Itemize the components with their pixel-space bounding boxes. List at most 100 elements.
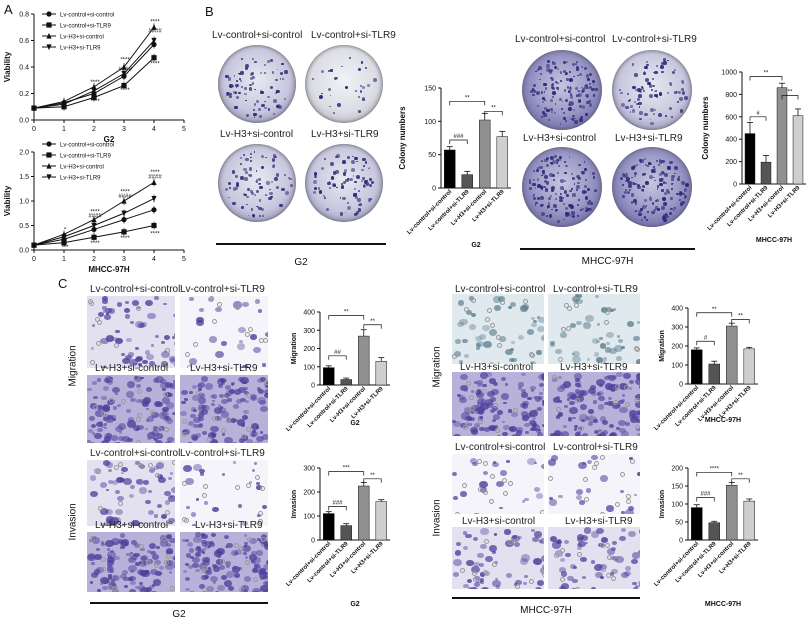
bar bbox=[743, 348, 755, 385]
transwell-image bbox=[87, 532, 175, 592]
chart-title: MHCC-97H bbox=[705, 417, 741, 424]
x-tick-label: 2 bbox=[92, 256, 96, 263]
photo-label: Lv-control+si-TLR9 bbox=[553, 442, 638, 453]
cell-line-label: G2 bbox=[294, 257, 308, 268]
panel-letter-b: B bbox=[205, 4, 214, 19]
colony-plate-image bbox=[522, 147, 602, 227]
y-tick-label: 200 bbox=[303, 490, 315, 497]
group-underline bbox=[90, 602, 268, 604]
photo-label: Lv-H3+si-TLR9 bbox=[311, 129, 379, 140]
significance-bracket bbox=[328, 506, 347, 511]
y-tick-label: 1000 bbox=[721, 70, 737, 77]
y-tick-label: 300 bbox=[303, 328, 315, 335]
bar bbox=[726, 485, 738, 541]
bar bbox=[358, 485, 370, 541]
y-tick-label: 0.0 bbox=[19, 248, 29, 255]
significance-label: *** bbox=[61, 245, 69, 251]
significance-label: *** bbox=[343, 466, 351, 472]
x-tick-label: 1 bbox=[62, 126, 66, 133]
bar bbox=[323, 513, 335, 541]
bar bbox=[444, 149, 456, 189]
group-underline bbox=[452, 597, 640, 599]
legend-marker bbox=[46, 152, 52, 158]
significance-label: **** bbox=[150, 231, 160, 237]
bar bbox=[792, 115, 804, 185]
category-label: Lv-H3+si-TLR9 bbox=[719, 385, 754, 420]
significance-label: #### bbox=[118, 67, 132, 73]
significance-bracket bbox=[696, 340, 715, 346]
photo-label: Lv-control+si-control bbox=[515, 34, 606, 45]
migration-chart-g2: 0100200300400MigrationLv-control+si-cont… bbox=[285, 310, 390, 433]
y-tick-label: 0 bbox=[679, 382, 683, 389]
y-tick-label: 600 bbox=[725, 114, 737, 121]
category-label: Lv-H3+si-TLR9 bbox=[351, 541, 386, 576]
x-tick-label: 1 bbox=[62, 256, 66, 263]
photo-label: Lv-H3+si-TLR9 bbox=[560, 362, 628, 373]
invasion-side-label: Invasion bbox=[431, 499, 443, 537]
y-tick-label: 0.4 bbox=[19, 65, 29, 72]
significance-bracket bbox=[749, 116, 767, 121]
y-axis-label: Colony numbers bbox=[701, 96, 710, 160]
significance-label: # bbox=[704, 335, 708, 341]
legend-label: Lv-H3+si-TLR9 bbox=[60, 46, 101, 52]
colony-plate-image bbox=[612, 147, 692, 227]
viability-chart-mhcc: 0.00.51.01.52.00 1 2 3 4 5ViabilityMHCC-97H**… bbox=[3, 141, 186, 274]
significance-label: **** bbox=[150, 170, 160, 176]
significance-bracket bbox=[363, 478, 382, 483]
photo-label: Lv-H3+si-TLR9 bbox=[190, 363, 258, 374]
bar bbox=[340, 379, 352, 386]
bar bbox=[340, 525, 352, 541]
photo-label: Lv-H3+si-TLR9 bbox=[195, 520, 263, 531]
y-tick-label: 300 bbox=[303, 466, 315, 473]
bar bbox=[691, 507, 703, 541]
migration-side-label: Migration bbox=[67, 345, 79, 387]
colony-plate-image bbox=[305, 45, 383, 123]
photo-label: Lv-control+si-TLR9 bbox=[553, 284, 638, 295]
chart-title: G2 bbox=[471, 242, 480, 249]
legend-label: Lv-control+si-control bbox=[60, 143, 114, 149]
photo-label: Lv-control+si-TLR9 bbox=[311, 30, 396, 41]
panel-letter-a: A bbox=[4, 2, 13, 17]
y-tick-label: 0 bbox=[311, 538, 315, 545]
cell-line-label: G2 bbox=[172, 609, 186, 620]
y-tick-label: 100 bbox=[671, 363, 683, 370]
y-tick-label: 100 bbox=[303, 514, 315, 521]
y-axis-label: Migration bbox=[659, 330, 666, 362]
invasion-chart-mhcc: 050100150200InvasionLv-control+si-contro… bbox=[653, 466, 758, 608]
significance-label: #### bbox=[88, 214, 102, 220]
y-tick-label: 0 bbox=[311, 383, 315, 390]
significance-label: ## bbox=[334, 350, 341, 356]
significance-label: ** bbox=[738, 473, 743, 479]
x-tick-label: 5 bbox=[182, 256, 186, 263]
bar bbox=[479, 119, 491, 189]
transwell-image bbox=[180, 460, 268, 526]
legend-label: Lv-control+si-TLR9 bbox=[60, 154, 112, 160]
bar bbox=[708, 363, 720, 385]
legend-label: Lv-H3+si-control bbox=[60, 35, 104, 41]
significance-label: **** bbox=[120, 58, 130, 64]
significance-bracket bbox=[749, 76, 783, 81]
chart-title: MHCC-97H bbox=[705, 601, 741, 608]
y-tick-label: 150 bbox=[671, 484, 683, 491]
colony-plate-image bbox=[305, 144, 383, 222]
transwell-image bbox=[87, 296, 175, 368]
transwell-image bbox=[452, 527, 544, 589]
transwell-image bbox=[548, 372, 640, 436]
y-tick-label: 2.0 bbox=[19, 150, 29, 157]
y-tick-label: 150 bbox=[424, 86, 436, 93]
y-tick-label: 400 bbox=[671, 306, 683, 313]
y-tick-label: 200 bbox=[671, 466, 683, 473]
legend-marker bbox=[46, 11, 52, 17]
y-axis-label: Migration bbox=[291, 333, 298, 365]
x-tick-label: 3 bbox=[122, 256, 126, 263]
photo-label: Lv-H3+si-control bbox=[95, 520, 169, 531]
y-tick-label: 0.6 bbox=[19, 38, 29, 45]
photo-label: Lv-control+si-TLR9 bbox=[612, 34, 697, 45]
photo-label: Lv-H3+si-control bbox=[460, 362, 534, 373]
transwell-image bbox=[548, 454, 640, 514]
transwell-image bbox=[452, 454, 544, 514]
significance-label: ### bbox=[700, 492, 711, 498]
significance-bracket bbox=[696, 471, 733, 477]
significance-label: **** bbox=[150, 19, 160, 25]
